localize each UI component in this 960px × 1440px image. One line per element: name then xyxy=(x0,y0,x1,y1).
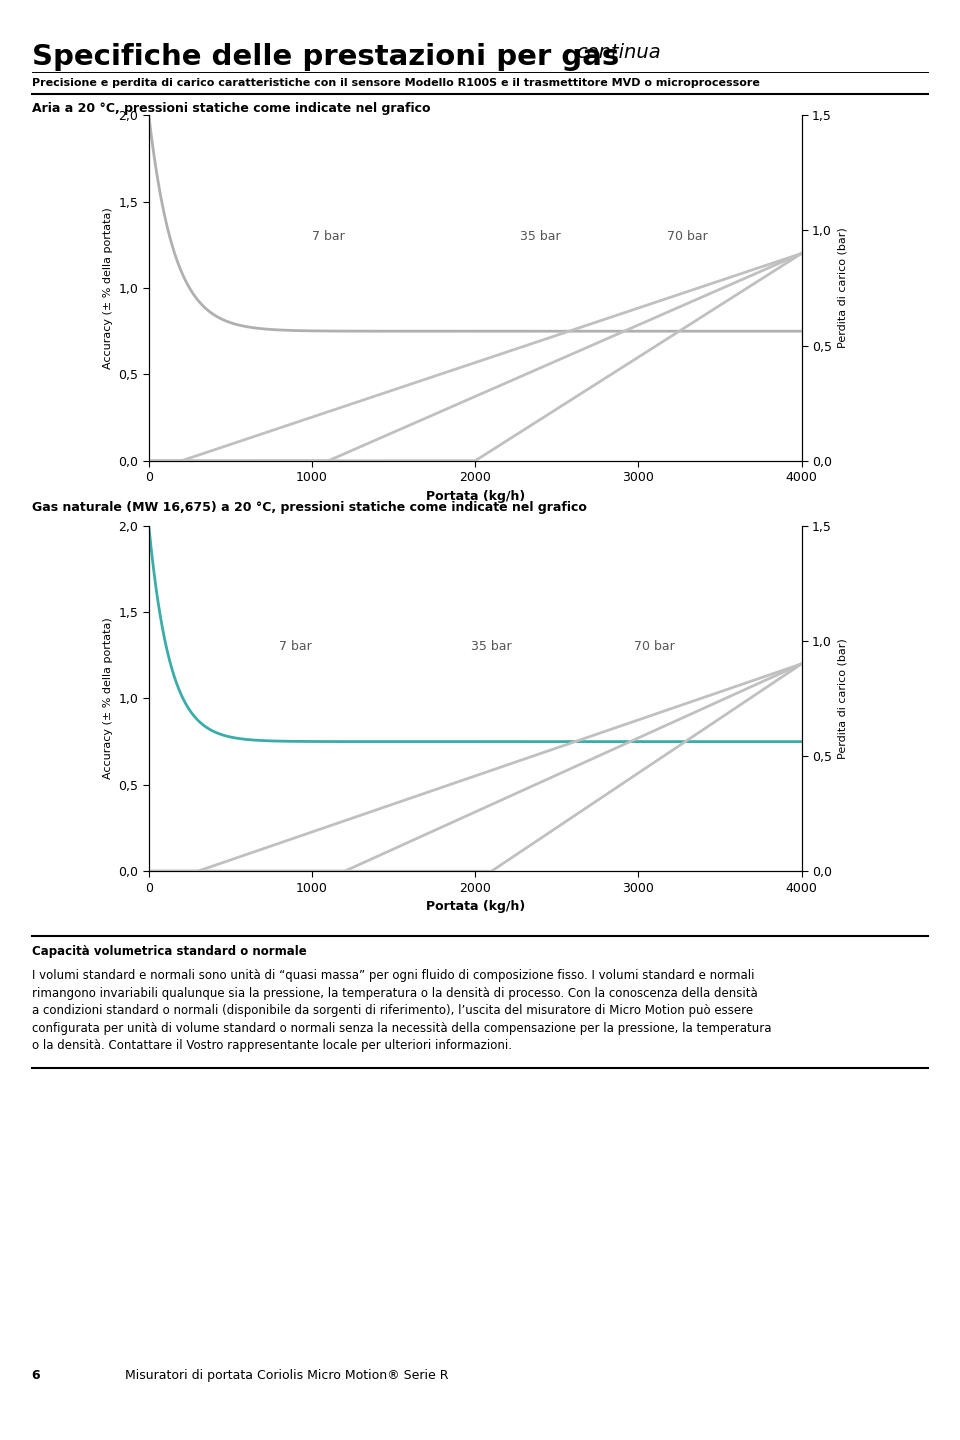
Text: continua: continua xyxy=(576,43,660,62)
X-axis label: Portata (kg/h): Portata (kg/h) xyxy=(425,490,525,503)
Text: Precisione e perdita di carico caratteristiche con il sensore Modello R100S e il: Precisione e perdita di carico caratteri… xyxy=(32,78,759,88)
Text: Aria a 20 °C, pressioni statiche come indicate nel grafico: Aria a 20 °C, pressioni statiche come in… xyxy=(32,102,430,115)
Y-axis label: Perdita di carico (bar): Perdita di carico (bar) xyxy=(837,638,848,759)
Text: Capacità volumetrica standard o normale: Capacità volumetrica standard o normale xyxy=(32,945,306,958)
X-axis label: Portata (kg/h): Portata (kg/h) xyxy=(425,900,525,913)
Y-axis label: Accuracy (± % della portata): Accuracy (± % della portata) xyxy=(103,618,113,779)
Text: 35 bar: 35 bar xyxy=(471,639,512,654)
Text: 6: 6 xyxy=(32,1369,40,1382)
Text: Gas naturale (MW 16,675) a 20 °C, pressioni statiche come indicate nel grafico: Gas naturale (MW 16,675) a 20 °C, pressi… xyxy=(32,501,587,514)
Text: I volumi standard e normali sono unità di “quasi massa” per ogni fluido di compo: I volumi standard e normali sono unità d… xyxy=(32,969,771,1053)
Text: 70 bar: 70 bar xyxy=(635,639,675,654)
Text: 7 bar: 7 bar xyxy=(312,229,345,243)
Y-axis label: Accuracy (± % della portata): Accuracy (± % della portata) xyxy=(103,207,113,369)
Text: 7 bar: 7 bar xyxy=(279,639,312,654)
Text: Specifiche delle prestazioni per gas: Specifiche delle prestazioni per gas xyxy=(32,43,619,71)
Text: Misuratori di portata Coriolis Micro Motion® Serie R: Misuratori di portata Coriolis Micro Mot… xyxy=(125,1369,448,1382)
Y-axis label: Perdita di carico (bar): Perdita di carico (bar) xyxy=(837,228,848,348)
Text: 70 bar: 70 bar xyxy=(667,229,708,243)
Text: 35 bar: 35 bar xyxy=(520,229,561,243)
